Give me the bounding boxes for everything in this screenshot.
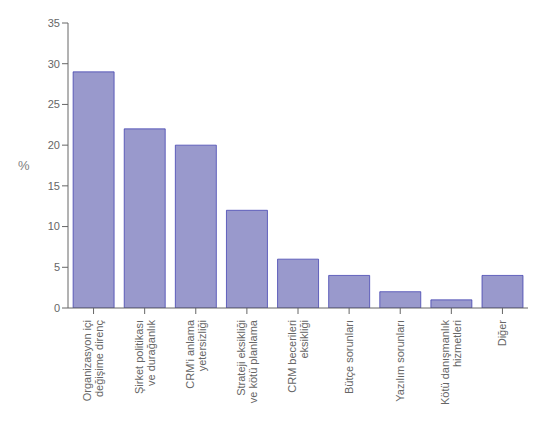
svg-text:CRM becerilerieksikliği: CRM becerilerieksikliği	[286, 320, 310, 393]
svg-text:Şirket politikasıve durağanlık: Şirket politikasıve durağanlık	[133, 320, 157, 394]
svg-text:%: %	[18, 158, 30, 173]
svg-text:25: 25	[48, 98, 60, 110]
svg-text:10: 10	[48, 220, 60, 232]
svg-text:Yazılım sorunları: Yazılım sorunları	[394, 320, 406, 402]
svg-text:0: 0	[54, 302, 60, 314]
svg-text:Organizasyon içideğişime diren: Organizasyon içideğişime direnç	[81, 320, 105, 402]
svg-text:Diğer: Diğer	[496, 320, 508, 347]
svg-text:CRM'i anlamayetersizliği: CRM'i anlamayetersizliği	[184, 319, 208, 389]
svg-text:5: 5	[54, 261, 60, 273]
svg-text:Kötü danışmanlıkhizmetleri: Kötü danışmanlıkhizmetleri	[439, 320, 463, 405]
svg-text:30: 30	[48, 58, 60, 70]
svg-text:15: 15	[48, 180, 60, 192]
svg-text:Bütçe sorunları: Bütçe sorunları	[343, 320, 355, 394]
svg-text:20: 20	[48, 139, 60, 151]
svg-text:Strateji eksikliğive kötü plan: Strateji eksikliğive kötü planlama	[235, 319, 259, 403]
svg-text:35: 35	[48, 17, 60, 29]
